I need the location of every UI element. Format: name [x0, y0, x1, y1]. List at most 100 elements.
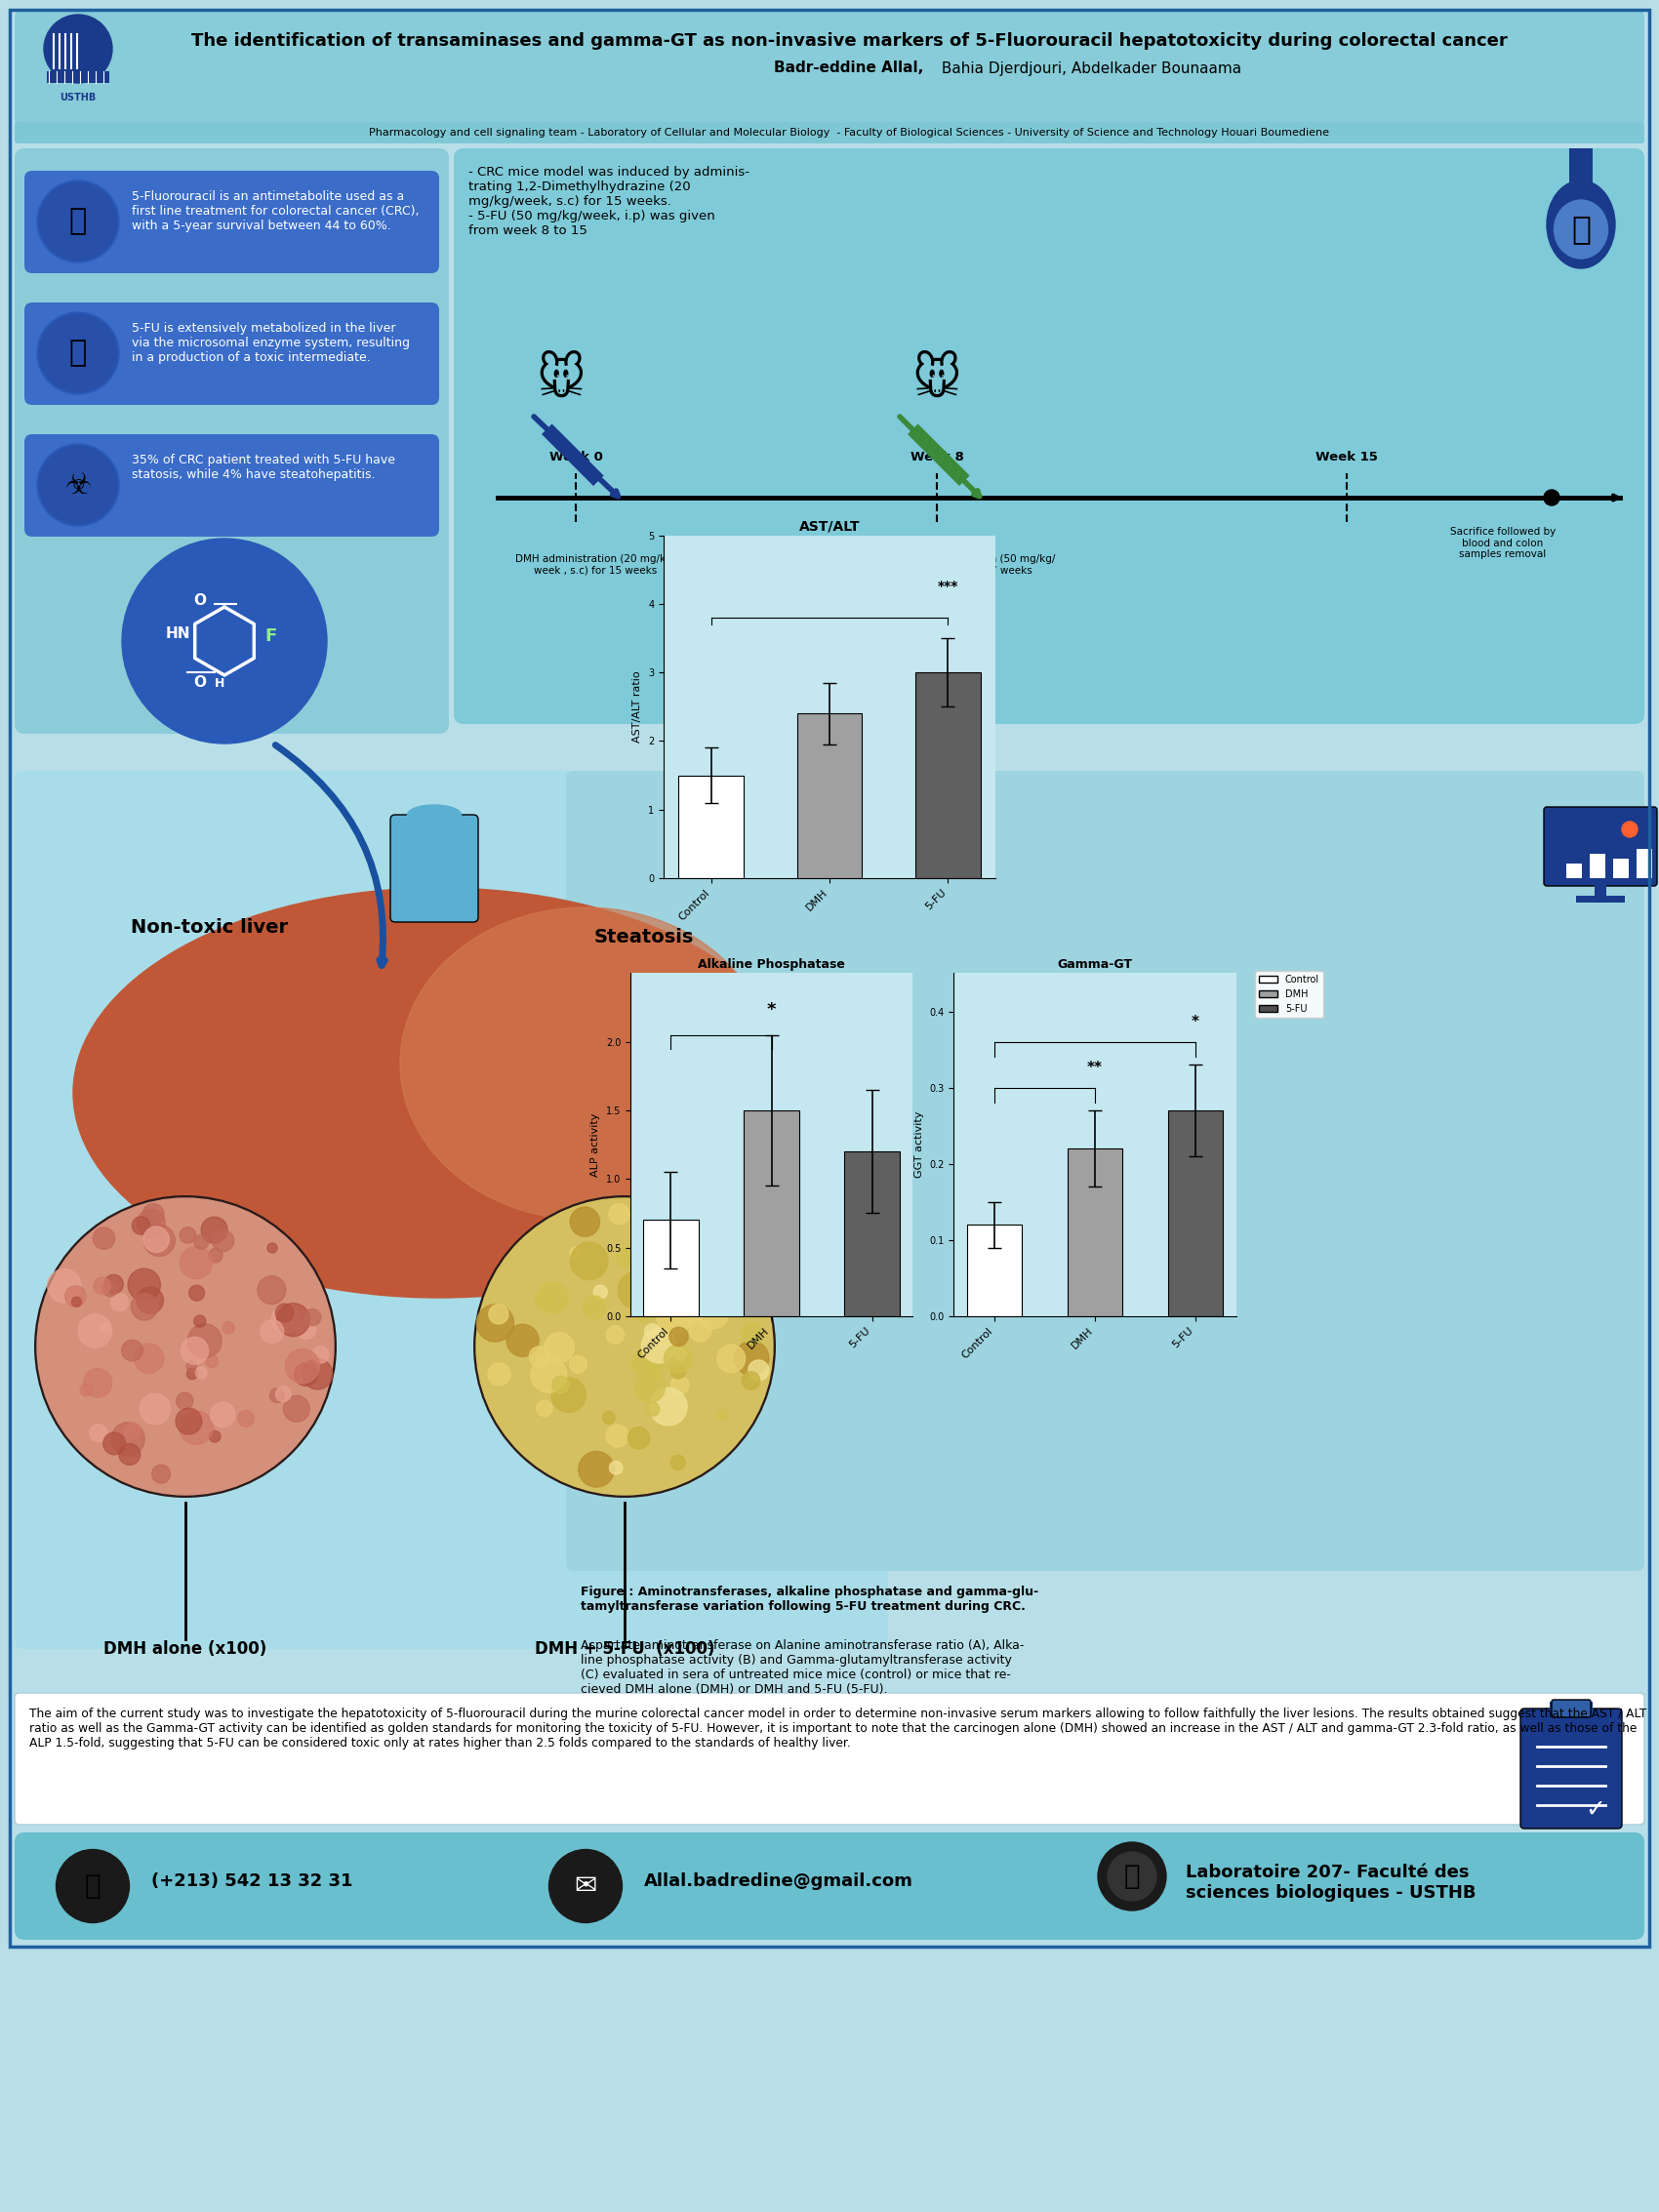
Circle shape: [212, 1230, 234, 1252]
Circle shape: [538, 1281, 569, 1314]
Bar: [743, 1110, 800, 1316]
Circle shape: [544, 1332, 574, 1363]
Circle shape: [594, 1285, 607, 1298]
Text: The identification of transaminases and gamma-GT as non-invasive markers of 5-Fl: The identification of transaminases and …: [191, 33, 1506, 49]
Circle shape: [35, 1194, 337, 1498]
Bar: [1576, 896, 1624, 902]
Text: 35% of CRC patient treated with 5-FU have
statosis, while 4% have steatohepatiti: 35% of CRC patient treated with 5-FU hav…: [131, 453, 395, 480]
Circle shape: [1545, 489, 1559, 504]
Circle shape: [209, 1431, 221, 1442]
Circle shape: [529, 1347, 549, 1367]
Text: - CRC mice model was induced by adminis-
trating 1,2-Dimethylhydrazine (20
mg/kg: - CRC mice model was induced by adminis-…: [468, 166, 750, 237]
Circle shape: [606, 1325, 624, 1345]
FancyBboxPatch shape: [15, 122, 1644, 144]
Ellipse shape: [56, 1849, 129, 1922]
Circle shape: [748, 1360, 768, 1380]
Circle shape: [647, 1360, 664, 1378]
Text: 5-Fluorouracil is an antimetabolite used as a
first line treatment for colorecta: 5-Fluorouracil is an antimetabolite used…: [131, 190, 420, 232]
Circle shape: [1108, 1851, 1156, 1900]
Circle shape: [742, 1323, 763, 1345]
Circle shape: [103, 1281, 118, 1296]
Circle shape: [36, 1199, 333, 1495]
Circle shape: [176, 1391, 192, 1409]
Text: Week 15: Week 15: [1316, 451, 1379, 465]
Circle shape: [275, 1303, 294, 1323]
FancyBboxPatch shape: [15, 1832, 1644, 1940]
Bar: [1067, 1148, 1123, 1316]
Circle shape: [1623, 821, 1637, 836]
Text: 📞: 📞: [85, 1871, 101, 1900]
Circle shape: [267, 1243, 277, 1252]
Circle shape: [551, 1378, 586, 1411]
Y-axis label: AST/ALT ratio: AST/ALT ratio: [632, 670, 642, 743]
Bar: [1550, 1701, 1593, 1719]
Text: O: O: [194, 675, 206, 690]
Circle shape: [674, 1347, 687, 1360]
Circle shape: [100, 1323, 111, 1334]
Bar: [10, 9, 1649, 1947]
Legend: Control, DMH, 5-FU: Control, DMH, 5-FU: [1254, 971, 1324, 1018]
FancyBboxPatch shape: [25, 303, 440, 405]
Circle shape: [123, 538, 327, 743]
Bar: [1636, 849, 1652, 878]
Circle shape: [489, 1305, 508, 1325]
Bar: [1594, 880, 1606, 898]
Circle shape: [619, 1272, 657, 1310]
Circle shape: [257, 1276, 285, 1305]
Bar: [967, 1225, 1022, 1316]
Circle shape: [270, 1389, 284, 1402]
Text: 🧪: 🧪: [1571, 212, 1591, 246]
Text: ✓: ✓: [1586, 1798, 1606, 1823]
Y-axis label: GGT activity: GGT activity: [914, 1110, 924, 1179]
Circle shape: [124, 1422, 141, 1440]
Circle shape: [632, 1349, 660, 1378]
Bar: [644, 1221, 698, 1316]
FancyBboxPatch shape: [390, 814, 478, 922]
Text: 5-FU administration (50 mg/kg/
week, i.p) for 7 weeks: 5-FU administration (50 mg/kg/ week, i.p…: [896, 555, 1055, 575]
Circle shape: [294, 1363, 317, 1387]
Ellipse shape: [1554, 199, 1608, 259]
Title: AST/ALT: AST/ALT: [800, 520, 859, 533]
Circle shape: [534, 1290, 556, 1310]
Circle shape: [143, 1203, 164, 1225]
Ellipse shape: [1546, 181, 1616, 268]
Circle shape: [606, 1425, 629, 1447]
Circle shape: [657, 1296, 693, 1334]
Circle shape: [277, 1303, 310, 1336]
Circle shape: [111, 1294, 128, 1312]
Bar: [1613, 858, 1629, 878]
Circle shape: [119, 1444, 141, 1464]
FancyBboxPatch shape: [1545, 807, 1657, 887]
Circle shape: [40, 447, 118, 524]
FancyBboxPatch shape: [455, 148, 1644, 723]
Circle shape: [645, 1402, 660, 1416]
Circle shape: [121, 1340, 143, 1360]
Circle shape: [65, 1285, 86, 1307]
Circle shape: [476, 1199, 773, 1495]
Circle shape: [634, 1371, 665, 1402]
Circle shape: [105, 1274, 123, 1294]
Text: Week 8: Week 8: [911, 451, 964, 465]
Bar: [1569, 148, 1593, 181]
Text: Aspartate aminotransferase on Alanine aminotransferase ratio (A), Alka-
line pho: Aspartate aminotransferase on Alanine am…: [581, 1639, 1024, 1697]
Circle shape: [304, 1310, 320, 1325]
Circle shape: [187, 1369, 197, 1380]
Circle shape: [194, 1234, 209, 1250]
Circle shape: [181, 1336, 209, 1365]
Text: DMH alone (x100): DMH alone (x100): [105, 1641, 267, 1657]
FancyBboxPatch shape: [15, 148, 450, 734]
FancyBboxPatch shape: [15, 770, 888, 1648]
Circle shape: [78, 1314, 111, 1347]
Circle shape: [222, 1323, 234, 1334]
Circle shape: [670, 1455, 685, 1469]
Circle shape: [602, 1411, 615, 1425]
Circle shape: [1098, 1843, 1166, 1911]
Text: Non-toxic liver: Non-toxic liver: [131, 918, 289, 936]
Circle shape: [153, 1464, 171, 1484]
Circle shape: [692, 1228, 728, 1265]
Text: Steatosis: Steatosis: [594, 927, 693, 947]
Circle shape: [718, 1409, 728, 1420]
FancyBboxPatch shape: [25, 170, 440, 274]
Circle shape: [93, 1228, 114, 1250]
Circle shape: [103, 1433, 126, 1455]
